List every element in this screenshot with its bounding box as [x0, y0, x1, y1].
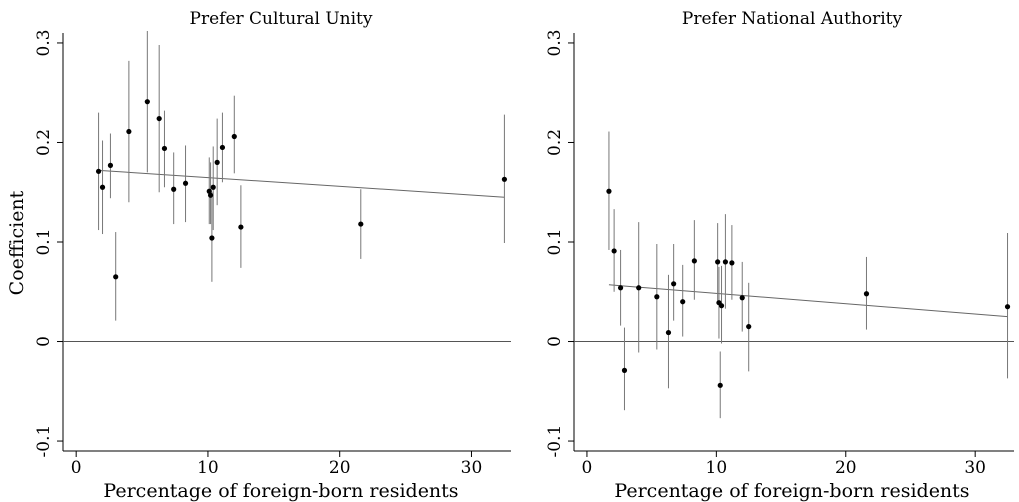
panel-prefer-cultural-unity: Prefer Cultural Unity Percentage of fore… [6, 9, 511, 502]
x-axis-label: Percentage of foreign-born residents [614, 480, 969, 502]
data-point [210, 184, 216, 190]
data-point [113, 274, 119, 280]
data-point [207, 192, 214, 198]
x-tick-label: 30 [964, 458, 986, 478]
data-point [746, 323, 752, 330]
y-tick-label: 0.2 [545, 129, 565, 156]
data-point [126, 128, 132, 135]
data-point [665, 329, 672, 336]
data-point [171, 186, 177, 192]
x-tick-label: 10 [197, 458, 219, 478]
data-point [1004, 304, 1011, 310]
data-point [680, 299, 686, 305]
data-point [715, 259, 721, 265]
data-point [636, 285, 642, 291]
x-tick-label: 0 [71, 458, 82, 478]
data-point [739, 295, 745, 301]
data-point [621, 367, 628, 373]
x-axis-label: Percentage of foreign-born residents [103, 480, 458, 502]
data-point [182, 180, 189, 186]
data-point [156, 115, 162, 122]
data-point [95, 168, 102, 174]
y-tick-label: -0.1 [545, 425, 565, 458]
y-tick-label: -0.1 [34, 425, 54, 458]
data-point [718, 303, 725, 309]
data-point [107, 162, 114, 168]
y-tick-label: 0.2 [34, 129, 54, 156]
data-point [863, 291, 870, 297]
data-point [206, 188, 212, 194]
data-point [231, 133, 237, 140]
data-point [358, 221, 364, 227]
y-axis-label: Coefficient [6, 190, 28, 295]
data-point [161, 145, 168, 152]
fit-line [98, 169, 505, 198]
data-point [691, 258, 697, 264]
x-tick-label: 20 [329, 458, 351, 478]
data-point [99, 184, 106, 190]
panel-prefer-national-authority: Prefer National Authority Percentage of … [545, 9, 1014, 502]
x-tick-label: 20 [835, 458, 857, 478]
fit-line [608, 284, 1008, 318]
data-point [654, 294, 660, 300]
y-tick-label: 0 [545, 336, 565, 347]
data-point [238, 224, 244, 230]
y-tick-label: 0 [34, 336, 54, 347]
data-point [209, 235, 215, 241]
data-point [722, 259, 729, 265]
chart-title: Prefer Cultural Unity [190, 9, 373, 29]
data-point [606, 188, 612, 194]
x-tick-label: 0 [582, 458, 593, 478]
data-point [717, 382, 723, 388]
y-tick-label: 0.3 [34, 29, 54, 56]
y-tick-label: 0.3 [545, 29, 565, 56]
x-tick-label: 10 [706, 458, 728, 478]
data-point [729, 260, 735, 266]
data-point [671, 281, 677, 287]
y-tick-label: 0.1 [34, 228, 54, 255]
data-point [501, 176, 508, 182]
data-point [617, 285, 624, 291]
x-tick-label: 30 [461, 458, 483, 478]
chart-title: Prefer National Authority [682, 9, 903, 29]
data-point [214, 159, 220, 165]
data-point [144, 99, 150, 105]
data-point [611, 248, 617, 254]
data-point [219, 144, 226, 151]
y-tick-label: 0.1 [545, 228, 565, 255]
